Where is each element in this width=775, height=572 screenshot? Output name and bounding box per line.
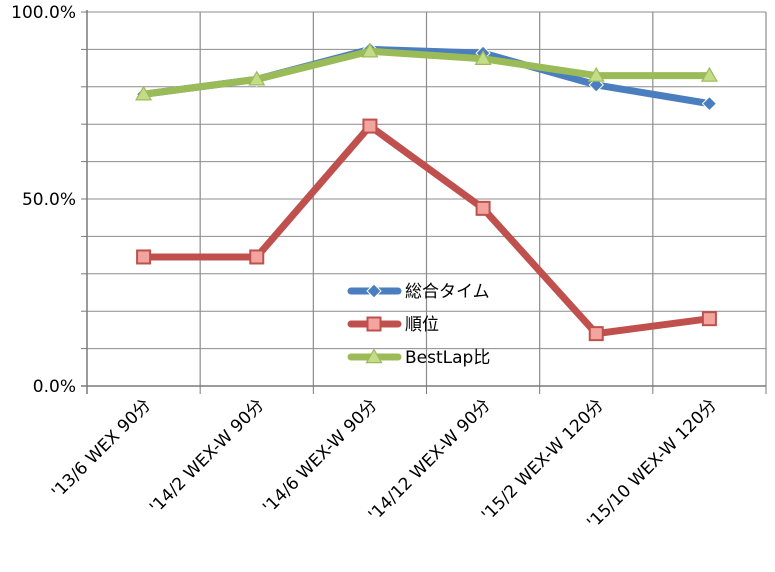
x-axis-ticks: '13/6 WEX 90分'14/2 WEX-W 90分'14/6 WEX-W … (48, 395, 721, 533)
legend-label: BestLap比 (405, 348, 490, 368)
grid (87, 11, 767, 386)
data-point (587, 66, 605, 82)
legend-label: 順位 (405, 315, 439, 335)
x-tick-label: '13/6 WEX 90分 (48, 395, 155, 502)
data-point (700, 66, 718, 82)
data-point (135, 85, 153, 101)
legend-label: 総合タイム (405, 282, 490, 302)
x-tick-label: '15/2 WEX-W 120分 (478, 395, 608, 525)
y-axis-ticks: 0.0% 50.0% 100.0% (11, 3, 76, 397)
x-tick-label: '14/12 WEX-W 90分 (365, 395, 495, 525)
data-point (701, 95, 718, 112)
data-point (474, 50, 492, 65)
data-point (701, 311, 717, 327)
data-point (136, 249, 152, 265)
y-tick-label: 50.0% (22, 190, 76, 210)
data-point (362, 118, 378, 134)
series-2 (136, 118, 717, 342)
data-point (366, 283, 382, 299)
data-point (365, 348, 383, 364)
data-point (366, 316, 382, 332)
data-point (588, 326, 604, 342)
y-tick-label: 100.0% (11, 3, 76, 23)
data-point (248, 70, 266, 86)
legend-item: 総合タイム (347, 282, 490, 302)
x-tick-label: '14/2 WEX-W 90分 (146, 395, 268, 517)
x-tick-label: '14/6 WEX-W 90分 (259, 395, 381, 517)
axes (81, 10, 767, 394)
x-tick-label: '15/10 WEX-W 120分 (583, 395, 721, 533)
series-line (140, 47, 713, 98)
data-point (249, 249, 265, 265)
legend-item: BestLap比 (347, 348, 490, 368)
y-tick-label: 0.0% (33, 377, 76, 397)
data-point (361, 42, 379, 58)
legend-item: 順位 (347, 315, 439, 335)
series-line (140, 122, 713, 338)
data-point (475, 200, 491, 216)
series-group (135, 41, 718, 342)
series-3 (135, 42, 718, 101)
